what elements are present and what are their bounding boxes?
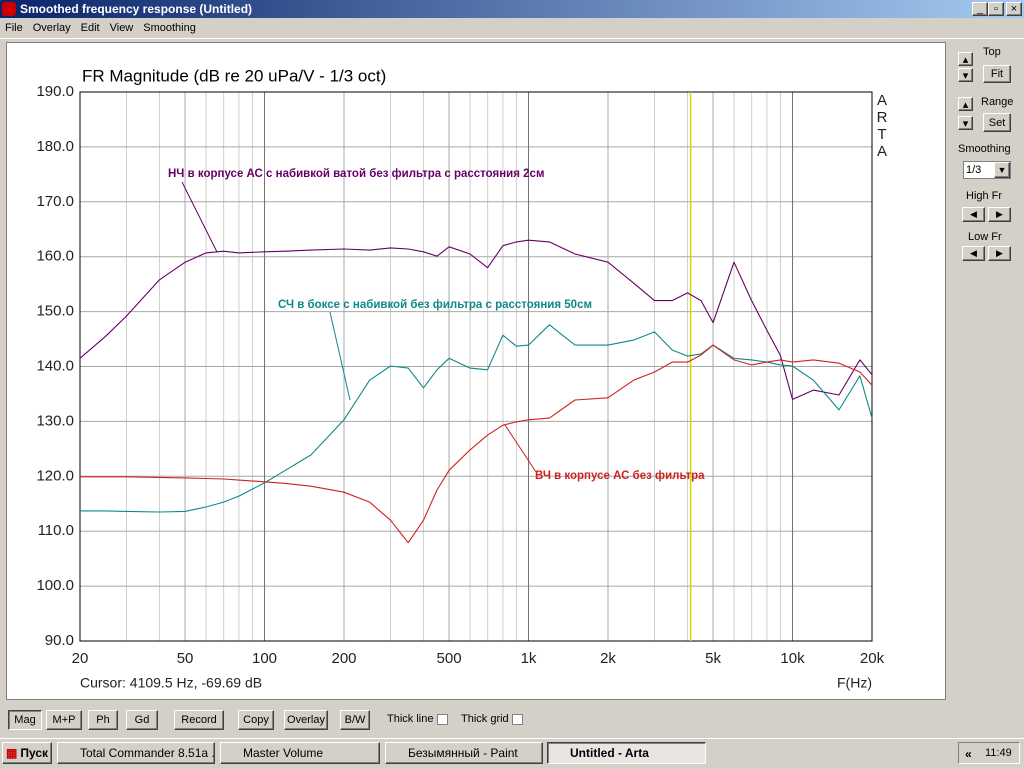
up-button[interactable]: ▴ [958, 52, 973, 66]
y-tick-label: 120.0 [36, 467, 74, 484]
menu-item[interactable]: File [5, 22, 23, 34]
dropdown-arrow[interactable]: ▼ [994, 162, 1010, 178]
x-tick-label: 200 [331, 650, 356, 667]
menu-item[interactable]: Overlay [32, 22, 71, 34]
label: Low Fr [968, 231, 1002, 243]
watermark: ARTA [876, 92, 888, 160]
smoothing-select[interactable]: 1/3 ▼ [963, 161, 1011, 179]
series-line [80, 324, 873, 513]
task-button[interactable]: Безымянный - Paint [385, 742, 543, 764]
y-tick-label: 100.0 [36, 577, 74, 594]
label: High Fr [966, 190, 1003, 202]
y-tick-label: 110.0 [38, 522, 74, 539]
select-value: 1/3 [966, 164, 982, 176]
menu-item[interactable]: Edit [80, 22, 100, 34]
plot-frame [79, 91, 873, 642]
y-tick-label: 160.0 [36, 248, 74, 265]
toolbar-button[interactable]: Copy [238, 710, 274, 730]
checkbox-label: Thick line [387, 713, 434, 725]
chart-title: FR Magnitude (dB re 20 uPa/V - 1/3 oct) [82, 66, 386, 85]
x-tick-label: 100 [252, 650, 277, 667]
x-tick-label: 500 [437, 650, 462, 667]
x-tick-label: 20 [72, 650, 89, 667]
annotation-pointer [504, 424, 537, 473]
x-axis-label: F(Hz) [837, 675, 872, 691]
set-button[interactable]: Set [983, 113, 1011, 132]
chart-panel [6, 42, 946, 700]
checkbox[interactable] [512, 714, 523, 725]
annotation-pointer [181, 181, 218, 253]
left-button[interactable]: ◀ [962, 207, 985, 222]
tray-toggle[interactable]: « [965, 747, 972, 761]
app-icon [2, 2, 16, 16]
start-label: Пуск [20, 746, 49, 760]
annotation: СЧ в боксе с набивкой без фильтра с расс… [278, 299, 592, 311]
tray: « 11:49 [958, 742, 1020, 764]
x-tick-label: 1k [521, 650, 537, 667]
x-tick-label: 20k [860, 650, 885, 667]
maximize[interactable]: ▫ [988, 2, 1004, 16]
label: Top [983, 46, 1001, 58]
window-title: Smoothed frequency response (Untitled) [20, 2, 253, 16]
label: Smoothing [958, 143, 1011, 155]
down-button[interactable]: ▾ [958, 68, 973, 82]
right-button[interactable]: ▶ [988, 246, 1011, 261]
x-tick-label: 10k [780, 650, 805, 667]
y-tick-label: 170.0 [36, 193, 74, 210]
y-tick-label: 190.0 [36, 83, 74, 100]
x-tick-label: 2k [600, 650, 616, 667]
right-button[interactable]: ▶ [988, 207, 1011, 222]
y-tick-label: 140.0 [36, 357, 74, 374]
toolbar-button[interactable]: M+P [46, 710, 82, 730]
annotation-pointer [329, 311, 351, 401]
fit-button[interactable]: Fit [983, 65, 1011, 83]
label: Range [981, 96, 1014, 108]
toolbar-button[interactable]: B/W [340, 710, 370, 730]
y-tick-label: 90.0 [45, 632, 74, 649]
close[interactable]: × [1006, 2, 1022, 16]
separator [0, 38, 1024, 39]
title-bar: Smoothed frequency response (Untitled) _… [0, 0, 1024, 18]
start-button[interactable]: ▦ Пуск [2, 742, 52, 764]
checkbox-label: Thick grid [461, 713, 509, 725]
minimize[interactable]: _ [972, 2, 988, 16]
y-tick-label: 150.0 [36, 303, 74, 320]
task-button[interactable]: Untitled - Arta [547, 742, 706, 764]
down-button[interactable]: ▾ [958, 116, 973, 130]
toolbar-button[interactable]: Record [174, 710, 224, 730]
toolbar-button[interactable]: Gd [126, 710, 158, 730]
left-button[interactable]: ◀ [962, 246, 985, 261]
chart: FR Magnitude (dB re 20 uPa/V - 1/3 oct) … [36, 66, 885, 691]
up-button[interactable]: ▴ [958, 97, 973, 111]
cursor-readout: Cursor: 4109.5 Hz, -69.69 dB [80, 675, 262, 691]
task-button[interactable]: Master Volume [220, 742, 380, 764]
series-line [79, 239, 873, 400]
menu-item[interactable]: Smoothing [143, 22, 196, 34]
task-button[interactable]: Total Commander 8.51a ... [57, 742, 215, 764]
menu-bar: File Overlay Edit View Smoothing [0, 19, 201, 37]
toolbar-button[interactable]: Ph [88, 710, 118, 730]
y-tick-label: 180.0 [36, 138, 74, 155]
toolbar-button[interactable]: Mag [8, 710, 42, 730]
series-line [80, 344, 873, 544]
menu-item[interactable]: View [109, 22, 134, 34]
x-tick-label: 50 [177, 650, 194, 667]
annotation: НЧ в корпусе АС с набивкой ватой без фил… [168, 168, 544, 180]
x-tick-label: 5k [705, 650, 721, 667]
toolbar-button[interactable]: Overlay [284, 710, 328, 730]
clock: 11:49 [985, 747, 1012, 759]
checkbox[interactable] [437, 714, 448, 725]
annotation: ВЧ в корпусе АС без фильтра [535, 470, 705, 482]
y-tick-label: 130.0 [36, 412, 74, 429]
